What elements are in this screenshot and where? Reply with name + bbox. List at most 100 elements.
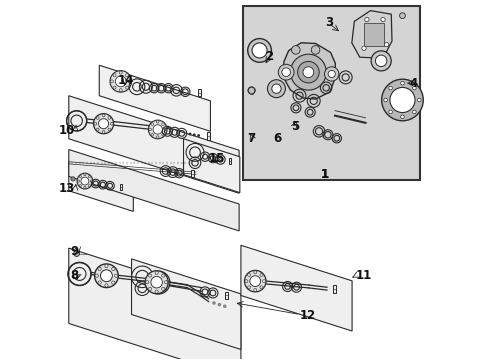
- Circle shape: [281, 68, 290, 76]
- Circle shape: [108, 128, 111, 131]
- Circle shape: [113, 74, 116, 77]
- Circle shape: [247, 286, 250, 289]
- Polygon shape: [241, 245, 351, 331]
- Circle shape: [151, 123, 153, 125]
- Circle shape: [102, 131, 105, 133]
- Circle shape: [93, 114, 113, 134]
- Circle shape: [251, 43, 266, 58]
- Circle shape: [247, 39, 271, 62]
- Circle shape: [163, 288, 166, 291]
- Text: 14: 14: [117, 74, 133, 87]
- Circle shape: [262, 280, 265, 283]
- Circle shape: [125, 86, 128, 89]
- Text: 9: 9: [70, 245, 78, 258]
- Circle shape: [162, 287, 164, 291]
- Circle shape: [162, 134, 164, 136]
- Circle shape: [96, 128, 99, 131]
- Circle shape: [95, 274, 98, 278]
- Circle shape: [110, 80, 113, 83]
- Polygon shape: [99, 65, 210, 131]
- Circle shape: [77, 180, 80, 182]
- Text: 1: 1: [321, 168, 328, 181]
- Circle shape: [197, 134, 200, 137]
- Circle shape: [303, 67, 313, 77]
- Circle shape: [115, 76, 126, 87]
- Polygon shape: [69, 149, 239, 231]
- Circle shape: [311, 46, 319, 54]
- Bar: [207, 132, 209, 140]
- Circle shape: [98, 281, 101, 284]
- Text: 4: 4: [409, 77, 417, 90]
- Circle shape: [212, 301, 215, 305]
- Text: 10: 10: [59, 124, 75, 138]
- Circle shape: [162, 274, 164, 277]
- Circle shape: [99, 119, 108, 129]
- Circle shape: [217, 303, 221, 306]
- Bar: [332, 285, 335, 293]
- Circle shape: [399, 13, 405, 18]
- Bar: [242, 6, 419, 180]
- Circle shape: [162, 123, 164, 125]
- Text: 6: 6: [273, 132, 282, 145]
- Circle shape: [380, 17, 385, 22]
- Circle shape: [412, 110, 415, 114]
- Circle shape: [148, 120, 167, 139]
- Circle shape: [111, 267, 115, 271]
- Circle shape: [147, 281, 150, 284]
- Circle shape: [163, 128, 166, 131]
- Circle shape: [145, 271, 168, 294]
- Circle shape: [96, 117, 99, 119]
- Text: 5: 5: [290, 120, 298, 133]
- Circle shape: [156, 136, 159, 138]
- Circle shape: [155, 271, 158, 274]
- Circle shape: [101, 270, 112, 282]
- Bar: [119, 184, 122, 190]
- Polygon shape: [282, 43, 335, 99]
- Circle shape: [290, 54, 325, 90]
- Circle shape: [88, 185, 90, 187]
- Circle shape: [156, 121, 159, 123]
- Text: 3: 3: [324, 16, 332, 29]
- Circle shape: [247, 273, 250, 276]
- Text: 8: 8: [70, 269, 78, 282]
- Circle shape: [151, 276, 162, 288]
- Circle shape: [153, 125, 162, 134]
- Bar: [225, 292, 227, 299]
- Polygon shape: [69, 248, 241, 360]
- Polygon shape: [351, 10, 391, 58]
- Circle shape: [267, 80, 285, 98]
- Circle shape: [148, 287, 151, 291]
- Circle shape: [79, 185, 81, 187]
- Circle shape: [297, 62, 319, 83]
- Circle shape: [384, 42, 388, 47]
- Circle shape: [104, 284, 108, 287]
- Circle shape: [71, 177, 75, 181]
- Text: 2: 2: [265, 50, 273, 63]
- Circle shape: [253, 271, 256, 274]
- Circle shape: [417, 98, 420, 102]
- Circle shape: [102, 114, 105, 117]
- Circle shape: [81, 177, 89, 185]
- Bar: [363, 23, 383, 46]
- Circle shape: [364, 17, 368, 22]
- Circle shape: [111, 281, 115, 284]
- Circle shape: [155, 290, 158, 293]
- Circle shape: [98, 267, 101, 271]
- Circle shape: [260, 286, 263, 289]
- Circle shape: [104, 264, 108, 268]
- Circle shape: [249, 276, 260, 287]
- Circle shape: [94, 122, 97, 125]
- Circle shape: [192, 134, 195, 136]
- Polygon shape: [69, 162, 133, 211]
- Circle shape: [370, 51, 390, 71]
- Circle shape: [147, 271, 169, 294]
- Circle shape: [188, 133, 191, 135]
- Bar: [191, 170, 193, 177]
- Circle shape: [110, 122, 113, 125]
- Polygon shape: [131, 259, 241, 350]
- Text: 12: 12: [300, 309, 316, 322]
- Circle shape: [389, 87, 414, 113]
- Circle shape: [108, 117, 111, 119]
- Circle shape: [278, 64, 293, 80]
- Text: 7: 7: [247, 131, 255, 145]
